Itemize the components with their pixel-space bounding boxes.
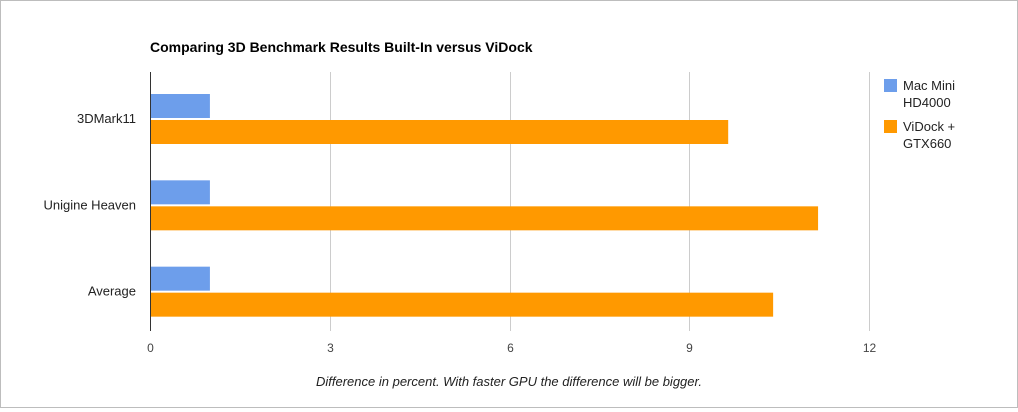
bar-mac-mini-1 [151, 180, 210, 205]
category-labels: 3DMark11 Unigine Heaven Average [43, 111, 136, 299]
legend-swatch [884, 120, 897, 133]
bar-mac-mini-0 [151, 94, 210, 118]
bar-vidock-2 [151, 292, 774, 317]
tick-labels: 0 3 6 9 12 [147, 341, 876, 355]
x-tick-label: 12 [863, 341, 877, 355]
bar-mac-mini-2 [151, 266, 210, 291]
x-tick-label: 9 [686, 341, 693, 355]
x-tick-label: 3 [327, 341, 334, 355]
legend-label: ViDock + GTX660 [903, 119, 955, 151]
legend-label: Mac Mini HD4000 [903, 78, 955, 110]
bar-vidock-0 [151, 120, 729, 144]
legend-swatch [884, 79, 897, 92]
category-label: Unigine Heaven [43, 197, 136, 212]
bar-vidock-1 [151, 206, 819, 231]
legend: Mac Mini HD4000 ViDock + GTX660 [884, 78, 955, 151]
category-label: 3DMark11 [77, 111, 136, 126]
x-tick-label: 6 [507, 341, 514, 355]
category-label: Average [88, 284, 136, 299]
gridlines [330, 72, 870, 331]
bars [151, 94, 819, 317]
x-tick-label: 0 [147, 341, 154, 355]
x-axis-label: Difference in percent. With faster GPU t… [316, 374, 702, 389]
chart-title: Comparing 3D Benchmark Results Built-In … [150, 39, 533, 55]
